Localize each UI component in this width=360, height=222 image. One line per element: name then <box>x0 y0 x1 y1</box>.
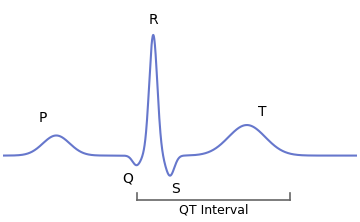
Text: S: S <box>172 182 180 196</box>
Text: R: R <box>148 13 158 27</box>
Text: T: T <box>258 105 266 119</box>
Text: QT Interval: QT Interval <box>179 204 248 217</box>
Text: P: P <box>39 111 47 125</box>
Text: Q: Q <box>123 172 134 186</box>
